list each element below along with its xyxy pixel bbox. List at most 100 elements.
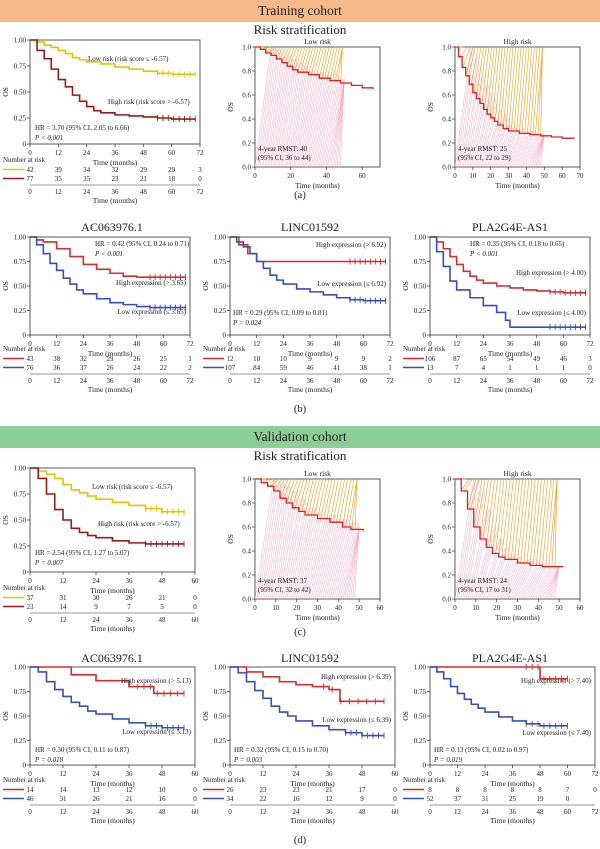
- risk-value: 1: [535, 364, 539, 372]
- y-axis-label: OS: [426, 534, 435, 544]
- risk-axis-label: Time (months): [88, 385, 133, 394]
- rmst-area-hatch: [259, 46, 277, 168]
- rmst-area-hatch: [346, 526, 360, 600]
- rmst-loss-hatch: [354, 478, 358, 530]
- risk-value: 1: [508, 364, 512, 372]
- risk-value: 14: [27, 786, 35, 794]
- rmst-subtitle: Low risk: [304, 469, 331, 478]
- risk-value: 23: [112, 175, 120, 183]
- x-tick-label: 0: [428, 340, 432, 348]
- y-tick-label: 0.0: [442, 596, 451, 604]
- x-axis-label: Time (months): [295, 181, 340, 190]
- rmst-area-hatch: [304, 72, 322, 168]
- y-tick-label: 0.50: [14, 713, 27, 721]
- rmst-area-hatch: [456, 46, 473, 168]
- risk-axis-label: Time (months): [90, 816, 135, 825]
- risk-value: 1: [562, 364, 566, 372]
- risk-value: 38: [53, 355, 61, 363]
- y-tick-label: 0.50: [14, 283, 27, 291]
- x-tick-label: 36: [509, 770, 517, 778]
- rmst-loss-hatch: [305, 46, 314, 73]
- annotation-text: P < 0.001: [34, 134, 63, 142]
- annotation-text: 4-year RMST: 25: [458, 145, 508, 153]
- rmst-area-hatch: [333, 80, 345, 168]
- rmst-loss-hatch: [320, 478, 330, 519]
- risk-axis-tick-label: 60: [192, 808, 200, 816]
- x-tick-label: 48: [159, 770, 167, 778]
- risk-table-a1: Number at risk 42 39 34 32 29 29 3 77 35 35 23 21 18 0…: [3, 156, 204, 205]
- training-cohort-banner: Training cohort: [0, 0, 600, 22]
- rmst-area-hatch: [507, 559, 527, 600]
- y-tick-label: 0.25: [14, 115, 27, 123]
- risk-axis-tick-label: 72: [587, 377, 595, 385]
- risk-value: 9: [94, 603, 98, 611]
- series-label: High expression (> 6.39): [321, 673, 392, 681]
- rmst-area-hatch: [339, 80, 345, 168]
- chart-title: PLA2G4E-AS1: [472, 651, 548, 665]
- x-tick-label: 50: [356, 604, 364, 612]
- rmst-area-hatch: [511, 559, 531, 600]
- rmst-loss-hatch: [285, 478, 295, 504]
- panel-label-d: (d): [294, 835, 307, 846]
- risk-value: 106: [425, 355, 436, 363]
- rmst-area-hatch: [536, 134, 545, 168]
- y-axis-label: OS: [1, 515, 10, 525]
- km-curve: [255, 46, 374, 89]
- risk-value: 3: [588, 355, 592, 363]
- y-axis-label: OS: [201, 711, 210, 721]
- rmst-chart-a2: 0 20 40 60 0.0 0.2 0.4 0.6 0.8 1.0 Time (months) OS…: [226, 37, 381, 190]
- risk-axis-tick-label: 48: [533, 377, 541, 385]
- annotation-text: P = 0.003: [233, 756, 263, 764]
- rmst-area-hatch: [554, 566, 560, 600]
- rmst-area-hatch: [524, 562, 544, 600]
- y-axis-label: OS: [401, 281, 410, 291]
- risk-value: 77: [27, 175, 35, 183]
- rmst-loss-hatch: [470, 478, 480, 510]
- rmst-area-hatch: [477, 526, 497, 600]
- x-axis-label: Time (months): [90, 779, 135, 788]
- rmst-area-hatch: [518, 562, 538, 600]
- rmst-area-hatch: [472, 84, 489, 168]
- y-axis-label: OS: [426, 102, 435, 112]
- rmst-loss-hatch: [279, 478, 289, 499]
- rmst-loss-hatch: [514, 478, 524, 560]
- chart-title: PLA2G4E-AS1: [472, 220, 548, 234]
- risk-axis-tick-label: 36: [107, 377, 115, 385]
- risk-value: 21: [326, 786, 334, 794]
- rmst-area-hatch: [520, 562, 540, 600]
- y-tick-label: 0.25: [14, 543, 27, 551]
- rmst-loss-hatch: [498, 478, 508, 558]
- risk-axis-tick-label: 0: [228, 808, 232, 816]
- rmst-loss-hatch: [282, 478, 292, 499]
- risk-axis-tick-label: 0: [28, 616, 32, 624]
- y-tick-label: 0.75: [414, 258, 427, 266]
- rmst-area-hatch: [277, 58, 294, 168]
- risk-value: 29: [107, 355, 115, 363]
- risk-axis-tick-label: 60: [392, 808, 400, 816]
- x-tick-label: 12: [260, 770, 268, 778]
- rmst-loss-hatch: [268, 46, 276, 54]
- series-label: High expression (> 4.00): [516, 269, 587, 277]
- annotation-text: HR = 0.42 (95% CI, 0.24 to 0.71): [95, 240, 190, 248]
- rmst-area-hatch: [548, 566, 560, 600]
- risk-table-title: Number at risk: [203, 345, 245, 353]
- risk-table-b3: Number at risk 106 87 65 54 49 46 3 13 7 4 1 1 1 0 0 12 2…: [403, 345, 594, 394]
- rmst-area-hatch: [271, 486, 291, 600]
- km-curve: [455, 46, 575, 139]
- rmst-loss-hatch: [304, 478, 314, 516]
- rmst-area-hatch: [280, 58, 298, 168]
- risk-value: 7: [455, 364, 459, 372]
- y-tick-label: 0.2: [242, 572, 251, 580]
- rmst-area-hatch: [469, 508, 489, 600]
- risk-value: 10: [253, 355, 261, 363]
- y-tick-label: 1.0: [442, 44, 451, 52]
- risk-value: 2: [188, 364, 192, 372]
- rmst-area-hatch: [338, 80, 345, 168]
- rmst-loss-hatch: [492, 46, 500, 118]
- rmst-area-hatch: [499, 124, 517, 168]
- rmst-area-hatch: [504, 128, 522, 168]
- rmst-loss-hatch: [316, 46, 325, 75]
- rmst-area-hatch: [552, 566, 560, 600]
- x-tick-label: 10: [469, 172, 477, 180]
- risk-axis-tick-label: 60: [168, 188, 176, 196]
